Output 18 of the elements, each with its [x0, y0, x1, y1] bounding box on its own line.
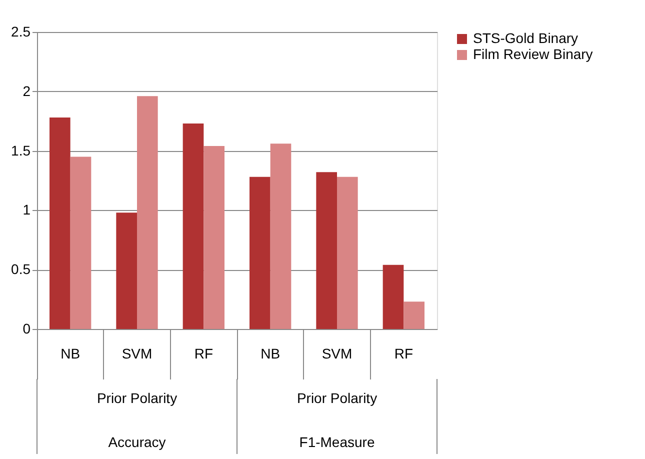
x-tick-label: RF [394, 346, 414, 362]
y-tick-label: 0 [22, 320, 31, 336]
text: Prior Polarity [96, 390, 178, 406]
y-tick-label: 0.5 [11, 261, 31, 278]
x-tick-label: SVM [322, 346, 352, 362]
legend-label: STS-Gold Binary [473, 30, 578, 46]
x-tick-label: NB [260, 346, 280, 362]
x-tick-label: NB [60, 346, 80, 362]
y-tick-label: 1 [22, 202, 31, 218]
x-tick-label: RF [194, 346, 214, 362]
legend-label: Film Review Binary [473, 46, 593, 62]
x-tick-label: SVM [122, 346, 152, 362]
text: F1-Measure [299, 434, 375, 450]
y-tick-label: 2 [22, 82, 31, 99]
y-tick-label: 2.5 [11, 24, 31, 40]
y-tick-label: 1.5 [11, 142, 31, 158]
text: Prior Polarity [296, 390, 378, 406]
text: Accuracy [108, 434, 166, 450]
